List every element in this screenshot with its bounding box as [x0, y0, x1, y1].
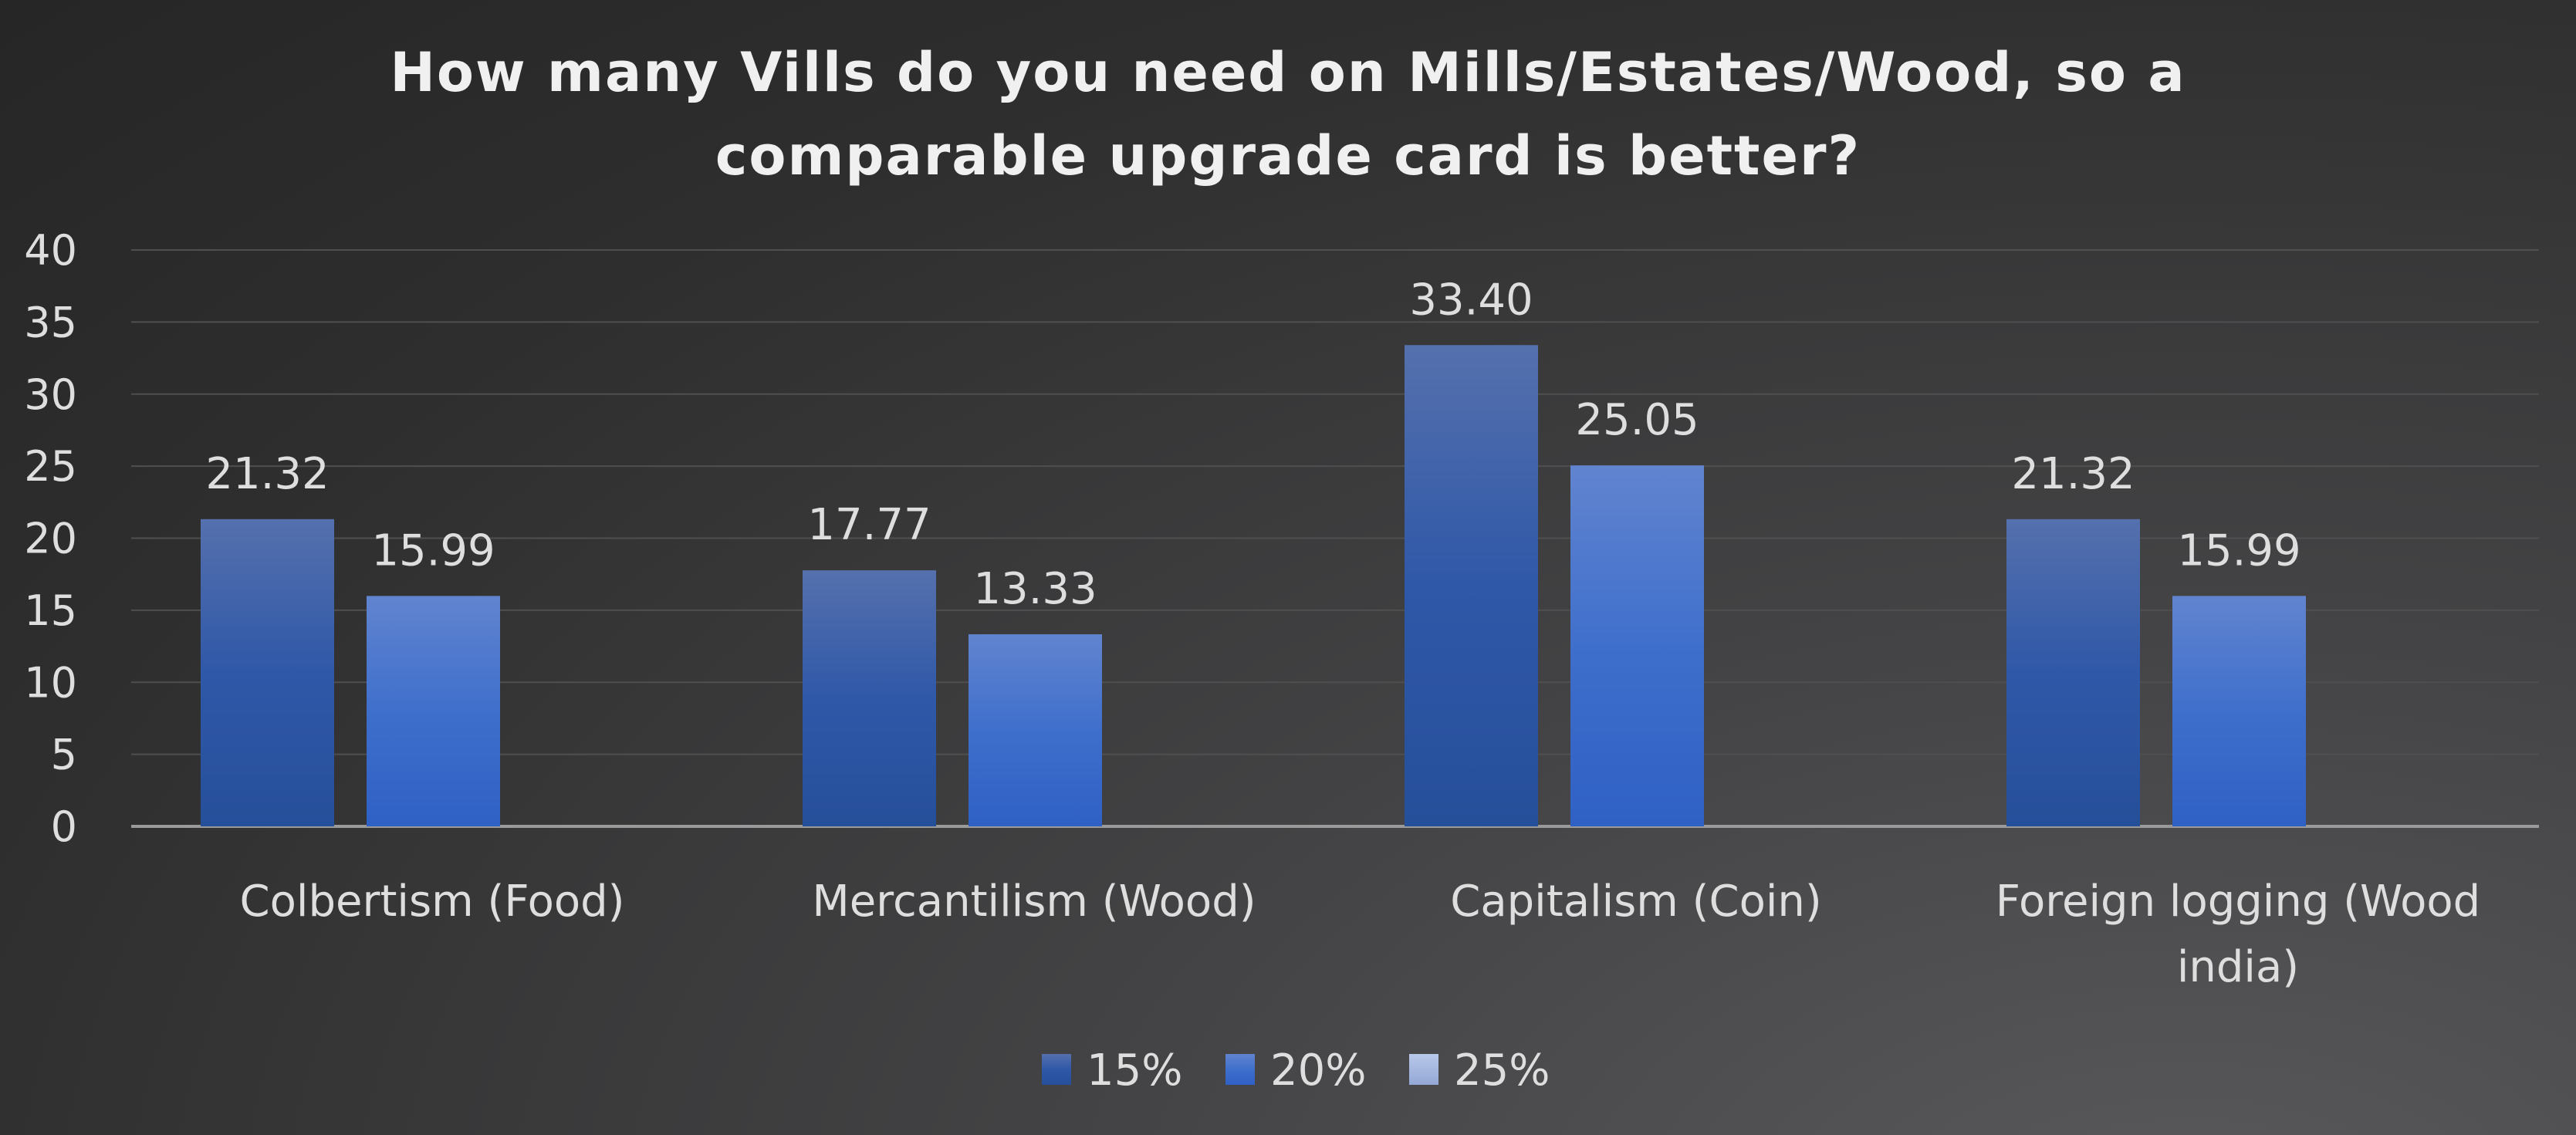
- y-tick-label: 15: [24, 586, 77, 635]
- bar-15pct-1: [803, 570, 936, 826]
- category-label: Colbertism (Food): [240, 877, 625, 927]
- y-tick-label: 0: [51, 802, 77, 851]
- y-tick-label: 40: [24, 226, 77, 275]
- chart-title: How many Vills do you need on Mills/Esta…: [0, 31, 2576, 198]
- category-label: Foreign logging (Wood: [1996, 877, 2480, 927]
- y-tick-label: 25: [24, 442, 77, 491]
- data-label: 25.05: [1575, 395, 1699, 445]
- category-label: Capitalism (Coin): [1450, 877, 1822, 927]
- chart-title-line-2: comparable upgrade card is better?: [715, 124, 1861, 187]
- bar-20pct-1: [969, 634, 1102, 826]
- y-tick-label: 35: [24, 298, 77, 346]
- legend-swatch-25pct: [1409, 1054, 1438, 1085]
- y-tick-label: 30: [24, 370, 77, 419]
- bar-20pct-3: [2172, 596, 2306, 826]
- bar-15pct-3: [2006, 519, 2140, 826]
- legend-swatch-15pct: [1042, 1054, 1071, 1085]
- y-tick-label: 10: [24, 658, 77, 707]
- data-label: 13.33: [973, 564, 1097, 614]
- bar-20pct-0: [367, 596, 500, 826]
- data-label: 17.77: [807, 500, 931, 550]
- legend-swatch-20pct: [1225, 1054, 1255, 1085]
- data-label: 15.99: [371, 525, 495, 576]
- data-label: 21.32: [2011, 449, 2135, 499]
- bar-20pct-2: [1570, 465, 1704, 826]
- category-label: Mercantilism (Wood): [812, 877, 1256, 927]
- bar-15pct-2: [1405, 345, 1538, 826]
- data-label: 21.32: [205, 449, 329, 499]
- legend-label: 15%: [1087, 1045, 1182, 1096]
- y-tick-label: 5: [51, 731, 77, 779]
- data-label: 15.99: [2177, 525, 2300, 576]
- bar-15pct-0: [201, 519, 334, 826]
- data-label: 33.40: [1409, 275, 1533, 325]
- legend-label: 20%: [1270, 1045, 1366, 1096]
- y-tick-label: 20: [24, 515, 77, 563]
- category-label: india): [2177, 942, 2299, 992]
- chart-title-line-1: How many Vills do you need on Mills/Esta…: [390, 41, 2186, 104]
- legend-label: 25%: [1454, 1045, 1550, 1096]
